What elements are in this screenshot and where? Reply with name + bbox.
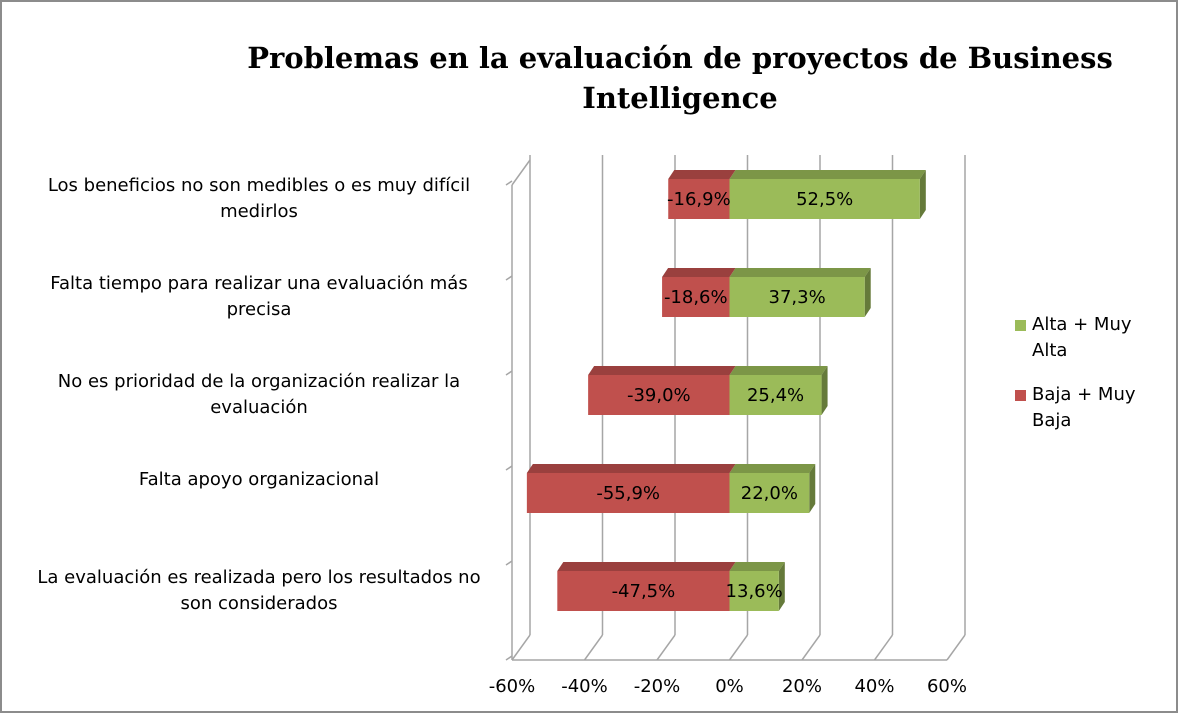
bar bbox=[729, 277, 865, 317]
bar-top bbox=[729, 366, 828, 375]
bar-top bbox=[729, 268, 871, 277]
bar bbox=[588, 375, 730, 415]
category-tick bbox=[505, 275, 513, 281]
bar bbox=[729, 473, 810, 513]
value-label: 22,0% bbox=[741, 483, 798, 504]
category-label: Los beneficios no son medibles o es muy … bbox=[47, 175, 471, 222]
grid-floor bbox=[946, 634, 966, 661]
value-label: 25,4% bbox=[747, 385, 804, 406]
bar-top bbox=[526, 464, 736, 473]
bar bbox=[557, 571, 730, 611]
bar-top bbox=[729, 562, 785, 571]
bar bbox=[668, 179, 730, 219]
value-label: 13,6% bbox=[726, 581, 783, 602]
category-tick bbox=[505, 370, 513, 376]
grid-floor bbox=[583, 634, 604, 661]
bar-side bbox=[864, 268, 871, 317]
grid-floor bbox=[873, 634, 894, 661]
value-label: 52,5% bbox=[796, 189, 853, 210]
x-tick-label: 0% bbox=[715, 676, 744, 697]
legend-label: Baja + Muy Baja bbox=[1032, 384, 1136, 431]
legend-label: Alta + Muy Alta bbox=[1032, 314, 1132, 361]
bar-top bbox=[588, 366, 736, 375]
bar bbox=[729, 571, 779, 611]
bar bbox=[526, 473, 730, 513]
category-tick bbox=[505, 465, 513, 471]
value-label: -18,6% bbox=[664, 287, 728, 308]
legend-swatch bbox=[1015, 320, 1026, 331]
category-tick bbox=[505, 180, 513, 186]
value-label: 37,3% bbox=[769, 287, 826, 308]
x-tick-label: 60% bbox=[927, 676, 967, 697]
legend-swatch bbox=[1015, 390, 1026, 401]
category-label: Falta apoyo organizacional bbox=[138, 469, 380, 490]
bar bbox=[729, 375, 822, 415]
grid-floor bbox=[728, 634, 749, 661]
x-tick-label: 40% bbox=[854, 676, 894, 697]
category-tick bbox=[505, 655, 513, 661]
bar-top bbox=[729, 464, 816, 473]
bar bbox=[729, 179, 920, 219]
bar-top bbox=[668, 170, 736, 179]
category-label: La evaluación es realizada pero los resu… bbox=[37, 567, 481, 614]
bar-top bbox=[662, 268, 736, 277]
category-label: No es prioridad de la organización reali… bbox=[57, 371, 461, 418]
bar bbox=[662, 277, 730, 317]
grid-floor bbox=[656, 634, 676, 661]
grid-floor bbox=[511, 634, 531, 661]
value-label: -16,9% bbox=[667, 189, 731, 210]
value-label: -47,5% bbox=[612, 581, 676, 602]
bar-side bbox=[778, 562, 785, 611]
bar-side bbox=[809, 464, 816, 513]
axis-left-depth bbox=[511, 159, 531, 186]
bar-side bbox=[919, 170, 926, 219]
value-label: -55,9% bbox=[596, 483, 660, 504]
grid-floor bbox=[801, 634, 821, 661]
bar-top bbox=[729, 170, 926, 179]
category-label: Falta tiempo para realizar una evaluació… bbox=[50, 273, 468, 320]
category-tick bbox=[505, 560, 513, 566]
x-tick-label: -40% bbox=[561, 676, 608, 697]
x-tick-label: -20% bbox=[634, 676, 681, 697]
bar-top bbox=[557, 562, 736, 571]
chart-title: Problemas en la evaluación de proyectos … bbox=[247, 41, 1113, 115]
x-tick-label: 20% bbox=[782, 676, 822, 697]
value-label: -39,0% bbox=[627, 385, 691, 406]
bar-side bbox=[821, 366, 828, 415]
x-tick-label: -60% bbox=[489, 676, 536, 697]
